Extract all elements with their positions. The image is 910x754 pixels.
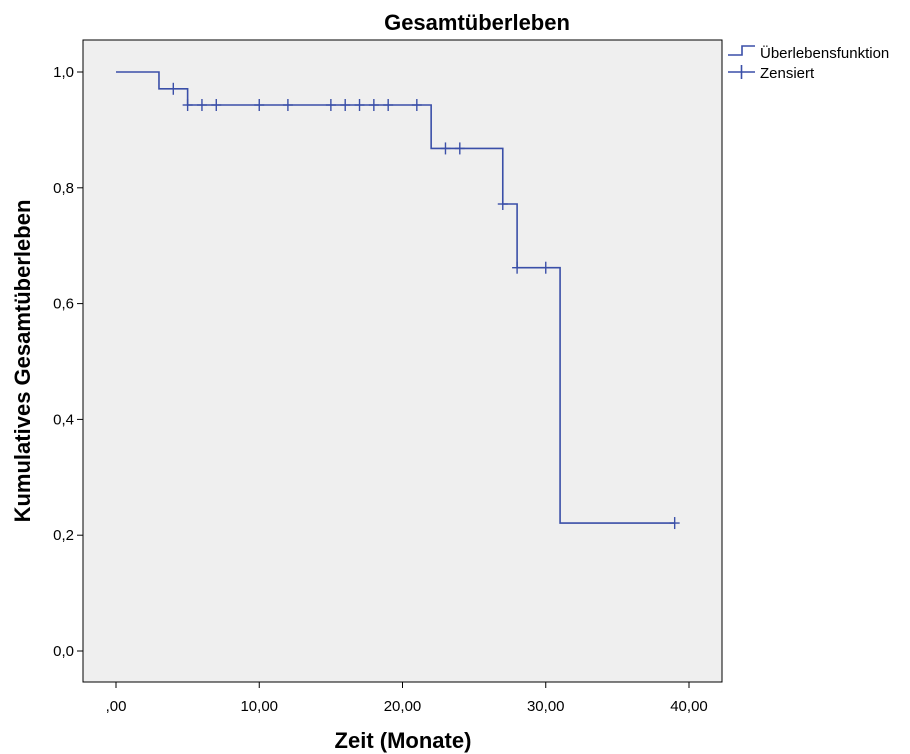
censor-mark [196,99,207,112]
legend-item-survival: Überlebensfunktion [728,44,889,62]
censor-mark [354,99,365,112]
plot-area [82,39,723,683]
y-tick-label: 0,2 [53,527,74,544]
y-tick-label: 1,0 [53,64,74,81]
series-layer [116,71,680,530]
censor-mark [497,198,508,211]
survival-step-line [116,71,675,524]
legend-label-survival: Überlebensfunktion [760,44,889,62]
y-axis-title: Kumulatives Gesamtüberleben [10,200,35,523]
censor-mark [282,99,293,112]
y-tick-label: 0,8 [53,180,74,197]
legend-item-censored: Zensiert [728,65,815,82]
y-tick-label: 0,0 [53,643,74,660]
censor-mark [411,99,422,112]
censor-mark [168,82,179,95]
censor-mark [440,142,451,155]
x-tick-label: 20,00 [384,698,422,715]
censor-mark [254,99,265,112]
x-tick-label: 30,00 [527,698,565,715]
legend-step-icon [728,45,755,56]
x-axis-title: Zeit (Monate) [335,728,472,753]
y-tick-label: 0,6 [53,296,74,313]
censor-mark [368,99,379,112]
censor-mark [182,99,193,112]
censor-mark [383,99,394,112]
chart-title: Gesamtüberleben [384,10,570,35]
x-tick-label: 40,00 [670,698,708,715]
x-tick-label: ,00 [106,698,127,715]
censor-mark [540,261,551,274]
censor-mark [669,517,680,530]
legend-label-censored: Zensiert [760,65,815,82]
x-tick-label: 10,00 [240,698,278,715]
legend: Überlebensfunktion Zensiert [728,44,889,82]
censor-mark [340,99,351,112]
censor-mark [512,261,523,274]
censor-mark [325,99,336,112]
censor-mark [454,142,465,155]
censor-mark [211,99,222,112]
x-axis: ,00 10,00 20,00 30,00 40,00 [106,682,708,715]
y-tick-label: 0,4 [53,411,74,428]
y-axis: 0,0 0,2 0,4 0,6 0,8 1,0 [53,64,83,660]
